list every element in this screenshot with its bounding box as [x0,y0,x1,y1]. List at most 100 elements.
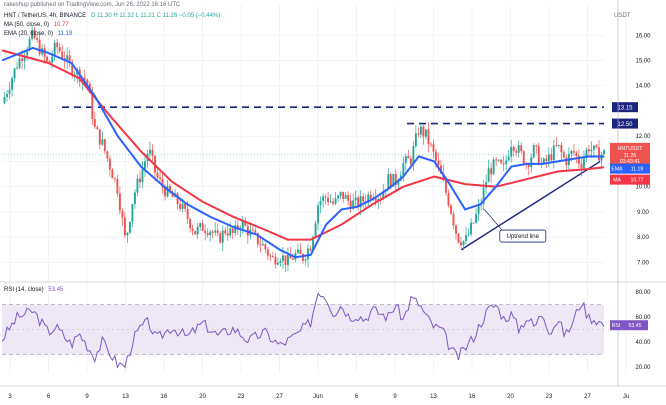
candle-body [319,200,322,206]
time-tick-label: 27 [584,394,591,400]
candle-body [189,218,192,229]
candle-body [68,55,71,63]
candle-body [502,163,505,165]
candle-body [141,169,144,183]
candle-body [537,146,540,165]
candle-body [83,77,86,80]
last-price-label: HNTUSDT [618,146,644,152]
time-tick-label: 6 [47,394,51,400]
rsi-legend-value: 53.45 [48,287,64,293]
candle-body [209,231,212,236]
candle-body [26,49,29,56]
price-tick-label: 14.00 [635,84,651,90]
candle-body [284,255,287,265]
candle-body [470,222,473,235]
candle-body [429,143,432,145]
rsi-tick-label: 20.00 [635,365,651,371]
moving-averages [1,46,605,259]
candle-body [382,191,385,200]
candle-body [156,172,159,178]
rsi-tick-label: 60.00 [635,315,651,321]
candle-body [327,197,330,203]
candle-body [535,145,538,147]
candle-body [71,62,74,76]
candle-body [510,147,513,157]
candle-body [93,119,96,127]
candle-body [603,150,605,155]
candle-body [286,255,289,265]
symbol-label: HNT / TetherUS, 4h, BINANCE [4,13,87,19]
candle-body [61,51,64,59]
candle-body [575,152,578,156]
ema-tag-name-bg [610,163,624,174]
candle-body [482,187,485,204]
ema-legend[interactable]: EMA (20, close, 0) 11.19 [4,31,75,37]
candle-body [48,61,51,63]
candle-body [477,205,480,215]
candle-body [445,180,447,193]
candle-body [98,129,101,145]
candle-body [572,150,575,153]
candle-body [542,158,545,164]
horizontal-levels[interactable]: 13.15 12.50 [62,102,638,129]
candle-body [101,139,104,145]
candle-body [402,163,405,176]
ma-legend-value: 10.77 [53,22,69,28]
last-price-label: 11.26 [624,153,637,159]
candle-body [590,149,593,152]
uptrend-line[interactable] [460,160,601,251]
candle-body [289,255,292,259]
time-tick-label: 23 [546,394,553,400]
candle-body [179,203,182,209]
ma-tag-name-bg [610,174,624,185]
ema-legend-label: EMA (20, close, 0) [4,31,54,37]
candle-body [440,165,442,174]
candle-body [587,149,590,152]
candle-body [299,249,302,254]
rsi-band [2,304,604,355]
ohlc-values: O 11.30 H 11.32 L 11.21 C 11.26 −0.05 (−… [90,13,221,19]
candle-body [585,149,588,159]
candle-body [497,159,500,161]
candle-body [557,145,560,146]
ma-tag-value-bg [624,174,650,185]
price-tick-label: 9.00 [637,210,649,216]
candle-body [332,201,335,204]
candle-body [281,255,284,262]
ma-legend[interactable]: MA (50, close, 0) 10.77 [4,22,72,28]
candle-body [116,178,119,194]
candle-body [397,180,400,185]
candle-body [6,93,8,97]
candle-body [465,235,467,242]
candle-body [434,151,437,161]
candle-body [437,160,440,166]
candle-body [251,229,254,231]
annotation-pointer [484,209,505,233]
time-tick-label: 3 [8,394,12,400]
rsi-legend[interactable]: RSI (14, close) 53.45 [4,287,66,293]
candle-body [139,178,141,183]
ema-tag-value: 11.19 [631,167,644,173]
candle-body [580,163,583,169]
candle-body [194,230,197,235]
time-tick-label: 9 [85,394,89,400]
candle-body [234,225,237,233]
candle-body [38,39,41,55]
candle-body [261,244,264,246]
candle-body [329,201,332,203]
candle-body [307,248,309,260]
candle-body [367,194,370,203]
time-tick-label: 16 [161,394,168,400]
candle-body [412,146,415,165]
candle-body [184,203,187,209]
price-tick-label: 12.00 [635,134,651,140]
candle-body [131,204,134,222]
candle-body [392,173,395,187]
candle-body [11,78,13,90]
candle-body [344,195,347,199]
candle-body [324,196,327,198]
candle-body [53,42,56,57]
candle-body [492,159,495,175]
